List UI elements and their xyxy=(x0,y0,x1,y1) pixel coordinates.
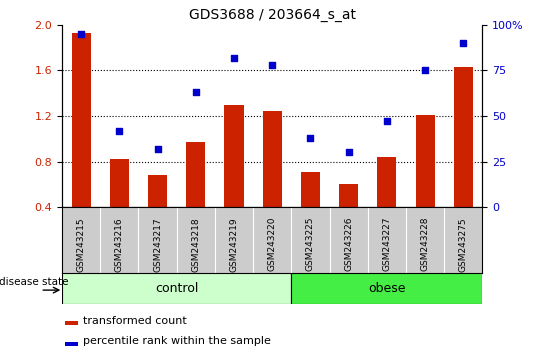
Text: percentile rank within the sample: percentile rank within the sample xyxy=(82,336,271,346)
Point xyxy=(268,62,277,68)
Text: GSM243275: GSM243275 xyxy=(459,217,468,272)
Bar xyxy=(377,157,396,207)
Text: GSM243219: GSM243219 xyxy=(230,217,238,272)
Bar xyxy=(416,115,434,207)
Text: control: control xyxy=(155,282,198,295)
Point xyxy=(77,31,85,37)
Point xyxy=(191,90,200,95)
Bar xyxy=(224,104,244,207)
Bar xyxy=(186,142,205,207)
Text: GSM243217: GSM243217 xyxy=(153,217,162,272)
Point xyxy=(153,146,162,152)
Bar xyxy=(291,273,482,304)
Text: obese: obese xyxy=(368,282,406,295)
Text: transformed count: transformed count xyxy=(82,316,186,326)
Text: GSM243226: GSM243226 xyxy=(344,217,353,272)
Bar xyxy=(110,159,129,207)
Point xyxy=(230,55,238,61)
Text: GSM243218: GSM243218 xyxy=(191,217,201,272)
Bar xyxy=(62,273,291,304)
Bar xyxy=(454,67,473,207)
Bar xyxy=(262,112,282,207)
Text: GSM243225: GSM243225 xyxy=(306,217,315,272)
Point xyxy=(344,149,353,155)
Bar xyxy=(148,175,167,207)
Text: GSM243215: GSM243215 xyxy=(77,217,86,272)
Bar xyxy=(72,33,91,207)
Point xyxy=(421,68,430,73)
Point xyxy=(459,40,468,46)
Point xyxy=(306,135,315,141)
Bar xyxy=(301,172,320,207)
Bar xyxy=(65,342,78,346)
Text: GSM243220: GSM243220 xyxy=(268,217,277,272)
Text: disease state: disease state xyxy=(0,276,69,286)
Text: GSM243227: GSM243227 xyxy=(382,217,391,272)
Title: GDS3688 / 203664_s_at: GDS3688 / 203664_s_at xyxy=(189,8,356,22)
Text: GSM243216: GSM243216 xyxy=(115,217,124,272)
Bar xyxy=(339,184,358,207)
Point xyxy=(115,128,123,133)
Text: GSM243228: GSM243228 xyxy=(420,217,430,272)
Point xyxy=(383,119,391,124)
Bar xyxy=(65,321,78,325)
